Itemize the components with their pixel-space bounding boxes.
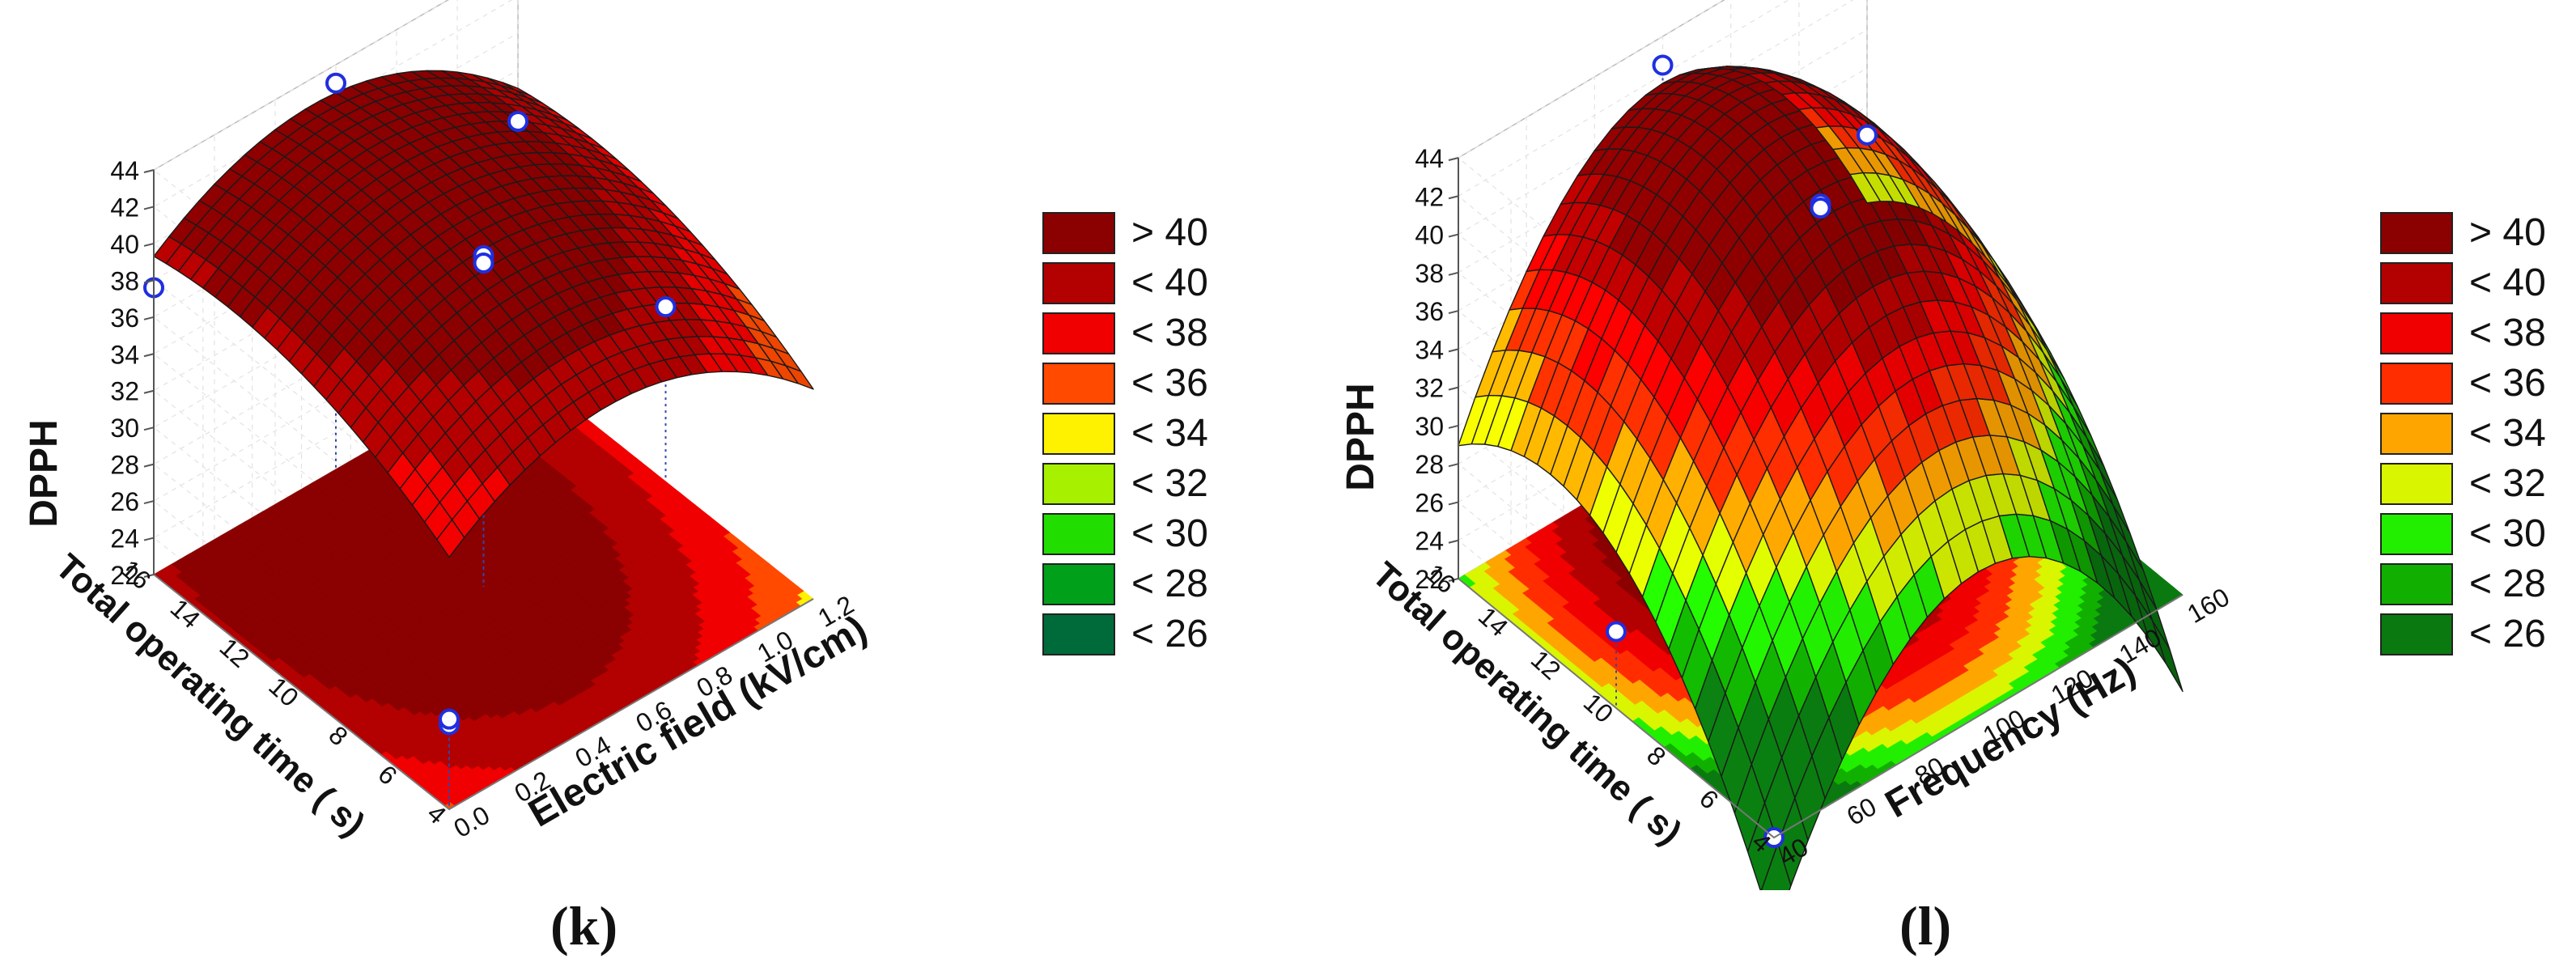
- axis-box-edges: [153, 170, 814, 811]
- z-tick-label: 36: [110, 303, 139, 333]
- legend-swatch: [1042, 262, 1115, 304]
- z-tick-mark: [143, 537, 155, 541]
- legend-label: > 40: [1131, 211, 1208, 254]
- z-tick-label: 38: [110, 266, 139, 295]
- z-tick-label: 24: [110, 524, 139, 554]
- surface-plot-l: 2224262830323436384042444681012141640608…: [1339, 0, 2234, 890]
- observed-point: [439, 708, 460, 730]
- z-tick-mark: [143, 426, 155, 431]
- surface-plot-k: 222426283032343638404244468101214160.00.…: [23, 0, 874, 844]
- legend-swatch: [1042, 513, 1115, 555]
- legend-swatch: [1042, 212, 1115, 254]
- legend-label: < 26: [1131, 613, 1208, 655]
- legend-swatch: [1042, 312, 1115, 354]
- y-tick-label: 4: [422, 799, 452, 830]
- z-tick-mark: [143, 463, 155, 468]
- legend-swatch: [1042, 563, 1115, 605]
- z-tick-mark: [143, 206, 155, 210]
- z-tick-label: 34: [110, 340, 139, 369]
- z-tick-mark: [143, 242, 155, 247]
- chart-panel-l: 22 24 26 28 30 32 34 36 38 40 42 44 4 6 8 10 12 14 16 40 60 8…: [1288, 0, 2576, 980]
- response-surface: [153, 70, 814, 558]
- z-axis-title: DPPH: [23, 419, 66, 527]
- observed-points: [143, 72, 677, 736]
- y-tick-label: 8: [323, 720, 353, 752]
- z-tick-mark: [143, 574, 155, 578]
- z-tick-label: 44: [110, 156, 139, 185]
- z-tick-mark: [143, 389, 155, 394]
- z-ticks: 22 24 26 28 30 32 34 36 38 40 42 44: [110, 156, 155, 590]
- z-tick-label: 22: [110, 561, 139, 590]
- legend-label: < 28: [1131, 562, 1208, 605]
- legend-label: < 38: [1131, 312, 1208, 354]
- z-tick-label: 32: [110, 377, 139, 406]
- z-tick-mark: [143, 279, 155, 284]
- legend-swatch: [1042, 613, 1115, 655]
- z-tick-label: 28: [110, 451, 139, 480]
- chart-panel-k: 22 24 26 28 30 32 34 36 38 40 42 44 4 6 8 10 12 14 16 0.0 0.…: [23, 0, 1208, 957]
- x-tick-label: 0.0: [449, 800, 495, 843]
- panel-label-k: (k): [550, 895, 618, 957]
- observed-point: [325, 72, 346, 94]
- z-tick-label: 30: [110, 414, 139, 443]
- observed-point: [473, 252, 494, 274]
- legend-label: < 36: [1131, 362, 1208, 405]
- legend-label: < 32: [1131, 462, 1208, 505]
- z-tick-mark: [143, 500, 155, 505]
- legend-swatch: [1042, 363, 1115, 405]
- surface-cell: [502, 82, 531, 96]
- legend-label: < 34: [1131, 412, 1208, 455]
- legend-label: < 40: [1131, 261, 1208, 304]
- legend-swatch: [1042, 463, 1115, 505]
- legend-label: < 30: [1131, 512, 1208, 555]
- z-tick-mark: [143, 316, 155, 320]
- observed-point: [655, 296, 677, 318]
- z-tick-label: 42: [110, 193, 139, 222]
- z-tick-label: 40: [110, 230, 139, 259]
- z-tick-mark: [143, 353, 155, 358]
- legend-swatch: [1042, 413, 1115, 455]
- z-tick-mark: [143, 169, 155, 173]
- floor-front-edges: [153, 574, 814, 811]
- z-tick-label: 26: [110, 487, 139, 516]
- observed-point: [507, 111, 528, 132]
- y-tick-label: 6: [372, 759, 402, 791]
